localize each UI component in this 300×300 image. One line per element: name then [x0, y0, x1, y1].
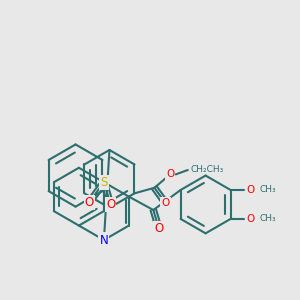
Text: O: O: [247, 214, 255, 224]
Text: CH₃: CH₃: [260, 185, 276, 194]
Text: O: O: [161, 198, 170, 208]
Text: O: O: [85, 196, 94, 209]
Text: CH₃: CH₃: [260, 214, 276, 224]
Text: N: N: [100, 233, 108, 247]
Text: O: O: [106, 198, 115, 211]
Text: O: O: [166, 169, 174, 179]
Text: CH₂CH₃: CH₂CH₃: [190, 166, 223, 175]
Text: O: O: [247, 185, 255, 195]
Text: O: O: [154, 222, 164, 236]
Text: S: S: [100, 176, 108, 189]
